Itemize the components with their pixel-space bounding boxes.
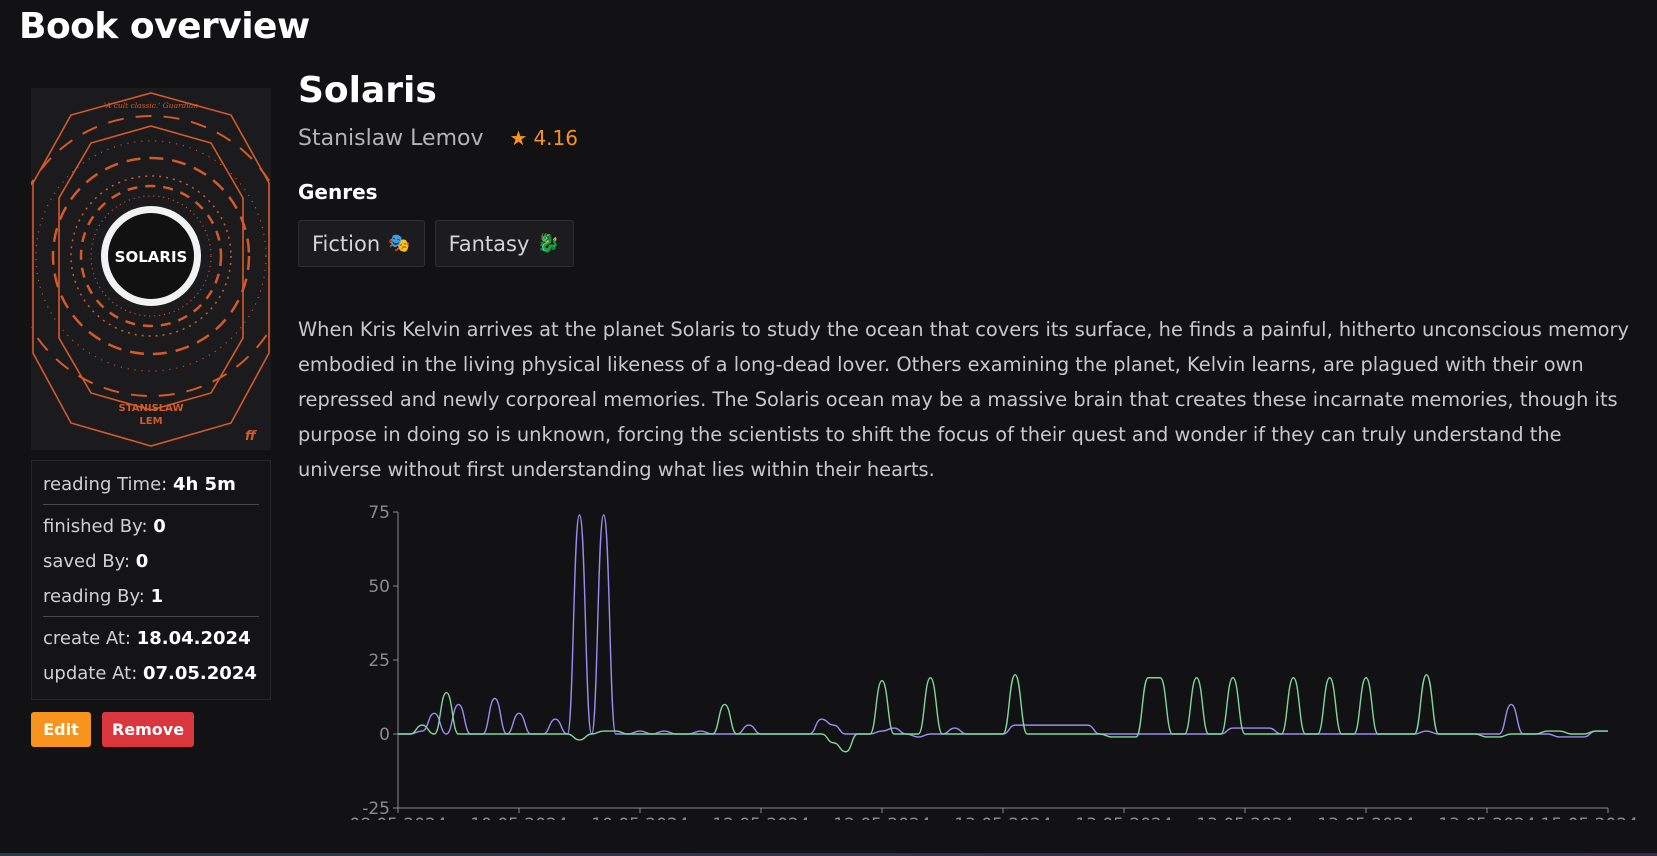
x-tick-label: 13.05.2024	[1317, 815, 1414, 820]
book-cover: 'A cult classic.' Guardian SOLARIS STANI…	[31, 88, 271, 450]
stat-reading-by: reading By: 1	[43, 586, 164, 607]
series-line-0	[398, 514, 1608, 738]
y-tick-label: -25	[362, 799, 390, 819]
y-tick-label: 0	[379, 725, 390, 745]
stat-create-at: create At: 18.04.2024	[43, 628, 251, 649]
x-tick-label: 08.05.2024	[349, 815, 446, 820]
dragon-icon: 🐉	[537, 233, 560, 254]
divider	[43, 504, 259, 505]
y-tick-label: 50	[368, 577, 390, 597]
stat-saved-by: saved By: 0	[43, 551, 149, 572]
author-line: Stanislaw Lemov ★ 4.16	[298, 124, 578, 152]
reading-time-value: 4h 5m	[172, 474, 236, 495]
rating: ★ 4.16	[510, 126, 578, 150]
x-tick-label: 13.05.2024	[1438, 815, 1535, 820]
genre-list: Fiction 🎭 Fantasy 🐉	[298, 220, 574, 267]
x-tick-label: 12.05.2024	[833, 815, 930, 820]
cover-title: SOLARIS	[115, 248, 188, 266]
theater-masks-icon: 🎭	[388, 233, 411, 254]
edit-button[interactable]: Edit	[31, 712, 91, 747]
genre-label: Fiction	[312, 231, 381, 256]
finished-by-value: 0	[153, 516, 166, 537]
y-tick-label: 75	[368, 503, 390, 523]
cover-quote: 'A cult classic.' Guardian	[104, 101, 198, 110]
stat-reading-time: reading Time: 4h 5m	[43, 474, 236, 495]
x-tick-label: 13.05.2024	[1196, 815, 1293, 820]
x-tick-label: 13.05.2024	[1075, 815, 1172, 820]
stat-update-at: update At: 07.05.2024	[43, 663, 257, 684]
x-tick-label: 15.05.2024	[1541, 815, 1638, 820]
genre-chip-fiction[interactable]: Fiction 🎭	[298, 220, 425, 267]
star-icon: ★	[509, 126, 528, 150]
rating-value: 4.16	[533, 126, 578, 150]
remove-button[interactable]: Remove	[102, 712, 194, 747]
create-at-value: 18.04.2024	[136, 628, 251, 649]
series-line-1	[398, 674, 1608, 753]
book-description: When Kris Kelvin arrives at the planet S…	[298, 318, 1629, 481]
x-tick-label: 12.05.2024	[712, 815, 809, 820]
x-tick-label: 10.05.2024	[591, 815, 688, 820]
cover-author-last: LEM	[139, 416, 162, 427]
author-name[interactable]: Stanislaw Lemov	[298, 125, 484, 151]
divider	[43, 616, 259, 617]
update-at-value: 07.05.2024	[143, 663, 257, 684]
bottom-border	[0, 853, 1657, 856]
genres-heading: Genres	[298, 180, 378, 204]
page-title: Book overview	[19, 6, 310, 47]
book-title: Solaris	[298, 70, 437, 111]
y-tick-label: 25	[368, 651, 390, 671]
publisher-logo: ff	[245, 429, 257, 444]
genre-label: Fantasy	[448, 231, 530, 256]
reading-by-value: 1	[150, 586, 164, 607]
cover-author-first: STANISLAW	[119, 403, 184, 414]
saved-by-value: 0	[135, 551, 149, 572]
x-tick-label: 13.05.2024	[954, 815, 1051, 820]
genre-chip-fantasy[interactable]: Fantasy 🐉	[434, 220, 574, 267]
book-stats: reading Time: 4h 5m finished By: 0 saved…	[31, 460, 271, 700]
x-tick-label: 10.05.2024	[470, 815, 567, 820]
reading-activity-chart: -25 0 25 50 75 08.05.2024 10.05.2024 10.05.2024…	[349, 503, 1638, 820]
stat-finished-by: finished By: 0	[43, 516, 166, 537]
